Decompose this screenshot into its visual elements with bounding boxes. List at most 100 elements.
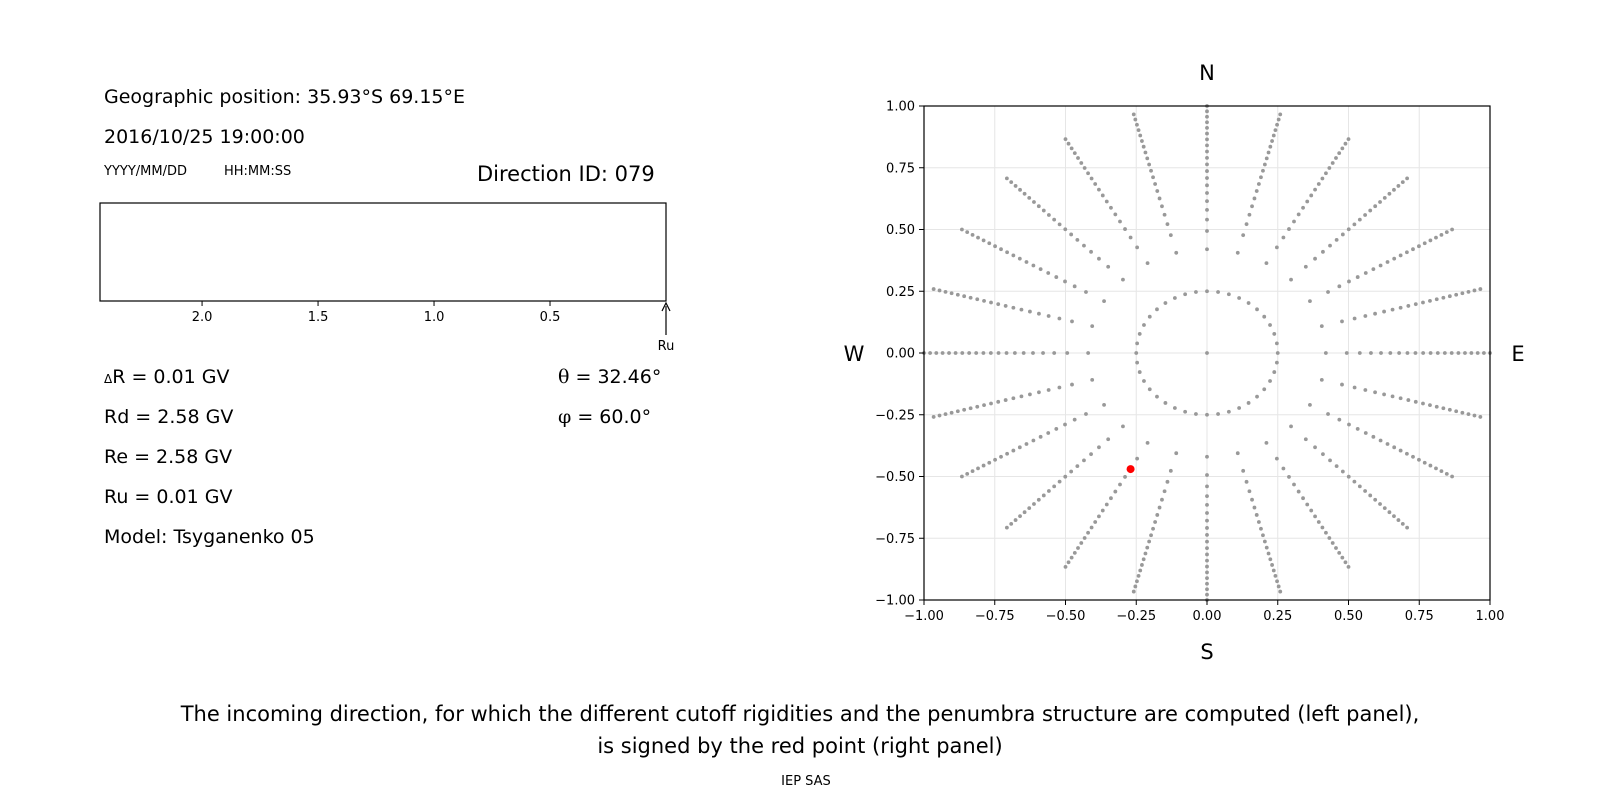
spoke-point	[1205, 199, 1209, 204]
map-x-tick-label: 0.00	[1193, 609, 1222, 624]
spoke-point	[1136, 573, 1141, 578]
spoke-point	[1013, 518, 1018, 522]
spoke-point	[1097, 187, 1101, 192]
spoke-point	[1413, 351, 1418, 355]
spoke-point	[1340, 319, 1344, 324]
spoke-point	[1072, 151, 1077, 156]
spoke-point	[1205, 454, 1209, 459]
spoke-point	[1400, 521, 1405, 526]
spoke-point	[1352, 222, 1357, 227]
spoke-point	[1404, 250, 1409, 255]
spoke-point	[1097, 256, 1101, 261]
spoke-point	[1063, 279, 1067, 284]
spoke-point	[1235, 451, 1240, 456]
spoke-point	[1460, 410, 1465, 415]
spoke-point	[1469, 351, 1474, 355]
spoke-point	[1305, 199, 1310, 204]
date-format-label: YYYY/MM/DD	[104, 164, 187, 179]
spoke-point	[1340, 146, 1345, 151]
spoke-point	[968, 406, 973, 411]
spoke-point	[1205, 511, 1209, 515]
spoke-point	[1268, 557, 1273, 562]
spoke-point	[1344, 351, 1349, 355]
spoke-point	[1205, 533, 1209, 537]
spoke-point	[1205, 247, 1209, 252]
spoke-point	[1205, 581, 1209, 586]
spoke-point	[1275, 122, 1279, 127]
spoke-point	[1454, 292, 1459, 297]
map-x-tick-label: −0.50	[1046, 609, 1086, 624]
spoke-point	[1128, 235, 1133, 240]
ring-point	[1226, 409, 1231, 414]
spoke-point	[1434, 404, 1439, 409]
spoke-point	[1421, 351, 1426, 355]
spoke-point	[1155, 189, 1160, 193]
spoke-point	[1089, 452, 1093, 457]
spoke-point	[1266, 150, 1271, 155]
map-x-tick-label: 0.25	[1263, 609, 1292, 624]
caption-line-1: The incoming direction, for which the di…	[180, 702, 1420, 726]
spoke-point	[1168, 468, 1173, 473]
spoke-point	[1308, 402, 1312, 407]
ring-point	[1272, 332, 1277, 336]
ring-point	[1163, 301, 1168, 305]
spoke-point	[1273, 128, 1278, 133]
spoke-point	[955, 409, 960, 414]
spoke-point	[1205, 143, 1209, 148]
spoke-point	[1205, 169, 1209, 173]
ring-point	[1163, 401, 1168, 405]
spoke-point	[1205, 131, 1209, 136]
spoke-point	[1018, 514, 1022, 519]
spoke-point	[1131, 112, 1136, 117]
spoke-point	[1439, 232, 1444, 237]
spoke-point	[1143, 551, 1148, 556]
map-x-tick-label: −0.25	[1116, 609, 1156, 624]
spoke-point	[1287, 227, 1291, 231]
spoke-point	[1052, 351, 1057, 355]
spoke-point	[947, 351, 951, 355]
spoke-point	[1337, 151, 1342, 156]
ring-point	[1194, 412, 1198, 416]
spoke-point	[1086, 171, 1090, 176]
spoke-point	[1382, 506, 1387, 511]
spoke-point	[937, 288, 942, 293]
spoke-point	[928, 351, 932, 355]
spoke-point	[1205, 502, 1209, 507]
spoke-point	[1264, 545, 1269, 550]
spoke-point	[1343, 560, 1348, 565]
map-y-tick-label: 0.50	[886, 223, 915, 238]
spoke-point	[1205, 570, 1209, 575]
spoke-point	[962, 294, 967, 299]
spoke-point	[1264, 440, 1269, 445]
spoke-point	[1160, 497, 1164, 502]
spoke-point	[1259, 175, 1263, 180]
spoke-point	[1324, 171, 1328, 176]
spoke-point	[1069, 469, 1074, 474]
spoke-point	[1104, 502, 1109, 507]
spoke-point	[1428, 463, 1433, 468]
spoke-point	[1320, 525, 1325, 530]
spoke-point	[1041, 208, 1046, 213]
spoke-point	[1270, 563, 1274, 567]
spoke-point	[1398, 305, 1403, 310]
spoke-point	[1027, 506, 1032, 511]
model-name: Model: Tsyganenko 05	[104, 526, 315, 548]
spoke-point	[1435, 351, 1440, 355]
spoke-point	[993, 244, 997, 249]
spoke-point	[1289, 424, 1293, 429]
spoke-point	[1303, 437, 1308, 442]
spoke-point	[1296, 489, 1301, 494]
spoke-point	[1174, 451, 1179, 456]
spoke-point	[967, 351, 972, 355]
spoke-point	[1079, 161, 1084, 165]
spoke-point	[1076, 546, 1080, 550]
spoke-point	[1262, 162, 1267, 167]
spoke-point	[1205, 558, 1209, 563]
spoke-point	[1434, 297, 1439, 302]
spoke-point	[1123, 227, 1127, 231]
spoke-point	[1320, 176, 1325, 181]
spoke-point	[1301, 496, 1305, 501]
spoke-point	[1205, 576, 1209, 581]
spoke-point	[1004, 176, 1009, 181]
